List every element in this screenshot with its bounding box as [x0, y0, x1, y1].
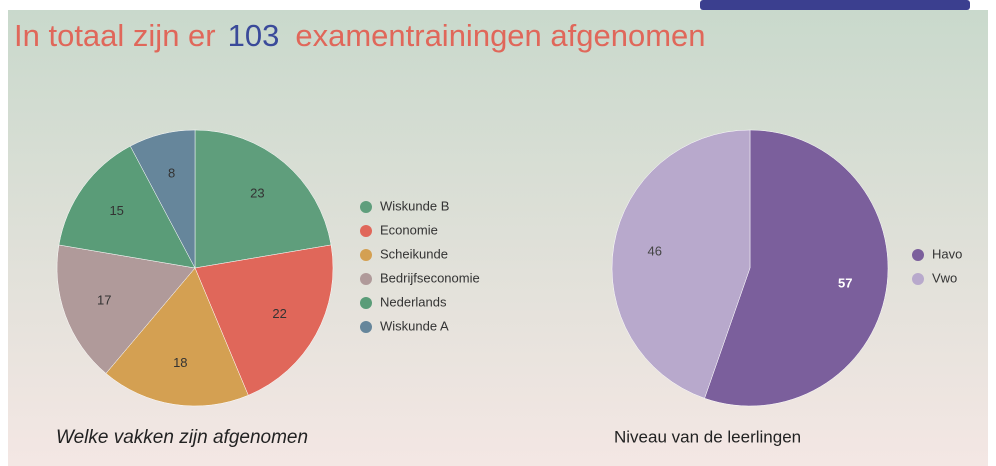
- chart-title: Niveau van de leerlingen: [614, 427, 801, 446]
- legend-label: Havo: [932, 246, 962, 261]
- heading-count: 103: [228, 18, 280, 53]
- legend-label: Wiskunde B: [380, 198, 449, 213]
- pie-slice: [194, 244, 334, 396]
- legend-label: Wiskunde A: [380, 318, 449, 333]
- top-bar: [700, 0, 970, 10]
- data-label: 18: [173, 355, 187, 370]
- data-label: 22: [272, 306, 286, 321]
- legend-marker: [360, 297, 372, 309]
- legend-marker: [912, 249, 924, 261]
- heading-prefix: In totaal zijn er: [14, 18, 216, 53]
- pie-slice: [105, 267, 249, 407]
- legend-marker: [912, 273, 924, 285]
- legend-marker: [360, 249, 372, 261]
- pie-slice: [58, 145, 196, 269]
- data-label: 8: [168, 166, 175, 181]
- legend-marker: [360, 225, 372, 237]
- legend-marker: [360, 273, 372, 285]
- heading: In totaal zijn er 103 examentrainingen afg…: [14, 18, 706, 53]
- data-label: 57: [838, 276, 852, 291]
- heading-suffix: examentrainingen afgenomen: [295, 18, 705, 53]
- legend-label: Economie: [380, 222, 438, 237]
- legend-label: Scheikunde: [380, 246, 448, 261]
- pie-slice: [56, 244, 196, 374]
- pie-slice: [129, 129, 196, 269]
- chart-title: Welke vakken zijn afgenomen: [56, 427, 308, 448]
- pie-slice: [194, 129, 332, 269]
- data-label: 15: [109, 203, 123, 218]
- legend-label: Vwo: [932, 270, 957, 285]
- legend-marker: [360, 201, 372, 213]
- legend-label: Bedrijfseconomie: [380, 270, 480, 285]
- data-label: 23: [250, 186, 264, 201]
- data-label: 17: [97, 293, 111, 308]
- data-label: 46: [648, 243, 662, 258]
- pie-slice: [704, 129, 889, 407]
- pie-slice: [611, 129, 751, 399]
- legend-marker: [360, 321, 372, 333]
- legend-label: Nederlands: [380, 294, 447, 309]
